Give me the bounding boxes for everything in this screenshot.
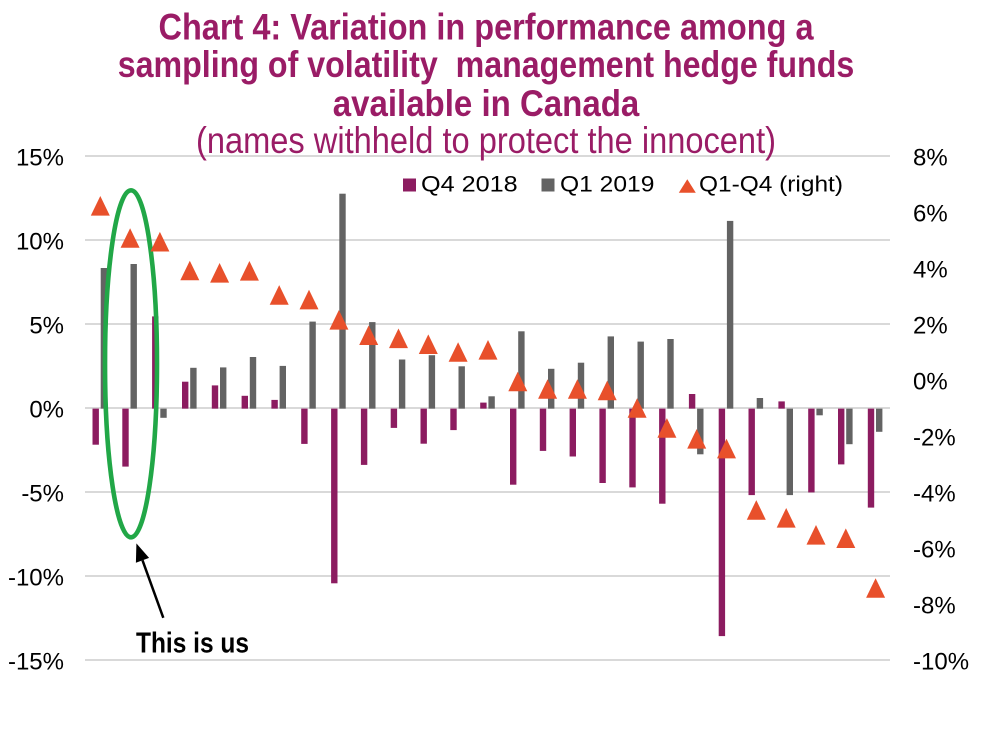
svg-text:-8%: -8% bbox=[913, 592, 956, 619]
svg-text:available in Canada: available in Canada bbox=[333, 83, 640, 124]
svg-text:6%: 6% bbox=[913, 200, 948, 227]
svg-text:Chart 4: Variation in performa: Chart 4: Variation in performance among … bbox=[159, 6, 814, 47]
svg-text:-2%: -2% bbox=[913, 424, 956, 451]
svg-text:0%: 0% bbox=[913, 368, 948, 395]
svg-text:15%: 15% bbox=[16, 144, 64, 171]
svg-text:-6%: -6% bbox=[913, 536, 956, 563]
svg-text:Q1-Q4 (right): Q1-Q4 (right) bbox=[699, 172, 843, 197]
svg-text:-10%: -10% bbox=[913, 648, 969, 675]
svg-text:This is us: This is us bbox=[136, 628, 249, 660]
svg-text:8%: 8% bbox=[913, 144, 948, 171]
svg-text:2%: 2% bbox=[913, 312, 948, 339]
svg-text:(names withheld to protect the: (names withheld to protect the innocent) bbox=[196, 120, 776, 161]
svg-text:-4%: -4% bbox=[913, 480, 956, 507]
svg-text:-15%: -15% bbox=[8, 648, 64, 675]
svg-text:Q1 2019: Q1 2019 bbox=[560, 172, 654, 197]
svg-text:Q4 2018: Q4 2018 bbox=[421, 172, 518, 197]
svg-text:4%: 4% bbox=[913, 256, 948, 283]
svg-text:10%: 10% bbox=[16, 228, 64, 255]
svg-text:0%: 0% bbox=[29, 396, 64, 423]
svg-text:-10%: -10% bbox=[8, 564, 64, 591]
svg-text:sampling of volatility manage: sampling of volatility management hedge … bbox=[118, 44, 855, 85]
svg-text:-5%: -5% bbox=[21, 480, 64, 507]
svg-text:5%: 5% bbox=[29, 312, 64, 339]
